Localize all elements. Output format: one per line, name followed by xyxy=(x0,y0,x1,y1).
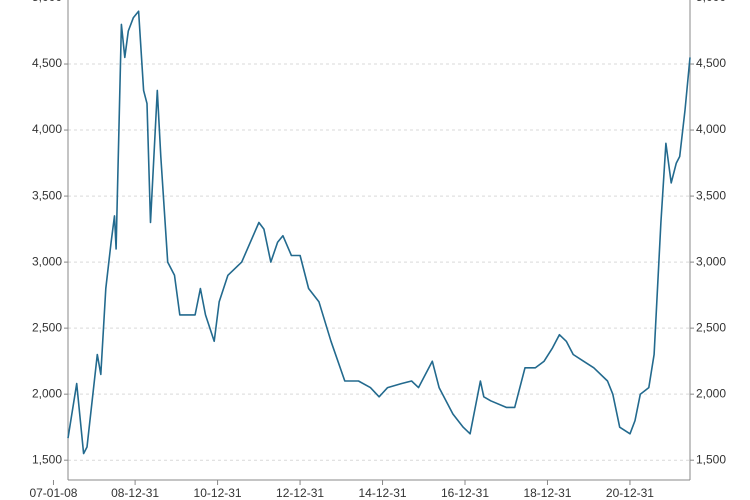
y2-tick-label: 4,000 xyxy=(696,122,726,136)
y-tick-label: 4,000 xyxy=(32,122,62,136)
y2-tick-label: 2,500 xyxy=(696,320,726,334)
y-tick-label: 2,500 xyxy=(32,320,62,334)
y-tick-label: 1,500 xyxy=(32,452,62,466)
x-tick-label: 14-12-31 xyxy=(359,486,407,500)
y2-tick-label: 4,500 xyxy=(696,56,726,70)
x-tick-label: 10-12-31 xyxy=(194,486,242,500)
y-tick-label: 4,500 xyxy=(32,56,62,70)
y-tick-label: 2,000 xyxy=(32,386,62,400)
x-tick-label: 12-12-31 xyxy=(276,486,324,500)
x-tick-label: 16-12-31 xyxy=(441,486,489,500)
x-tick-label: 20-12-31 xyxy=(606,486,654,500)
y-tick-label: 3,000 xyxy=(32,254,62,268)
y-tick-label: 5,000 xyxy=(32,0,62,4)
x-tick-label: 08-12-31 xyxy=(111,486,159,500)
y2-tick-label: 1,500 xyxy=(696,452,726,466)
line-series xyxy=(67,10,691,455)
x-tick-label: 07-01-08 xyxy=(29,486,77,500)
y2-tick-label: 3,000 xyxy=(696,254,726,268)
y-tick-label: 3,500 xyxy=(32,188,62,202)
y2-tick-label: 2,000 xyxy=(696,386,726,400)
x-tick-label: 18-12-31 xyxy=(523,486,571,500)
y2-tick-label: 5,000 xyxy=(696,0,726,4)
y2-tick-label: 3,500 xyxy=(696,188,726,202)
